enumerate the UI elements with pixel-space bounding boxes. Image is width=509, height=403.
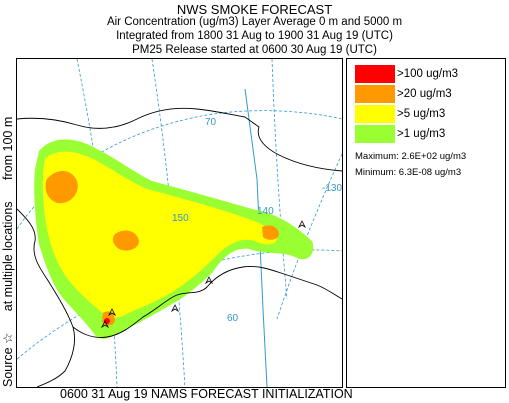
legend-label-gt20: >20 ug/m3 <box>397 88 452 100</box>
smoke-map-svg: 70 150 140 -130 60 <box>17 59 342 387</box>
plume-gt20-b <box>112 230 139 251</box>
lat-70-line <box>17 110 342 230</box>
legend-label-gt1: >1 ug/m3 <box>397 128 446 140</box>
plume-gt5 <box>42 151 278 318</box>
minimum-value: Minimum: 6.3E-08 ug/m3 <box>355 167 462 178</box>
source-star-2 <box>100 320 110 329</box>
legend-swatch-gt1 <box>355 125 395 143</box>
legend-item-gt5: >5 ug/m3 <box>355 105 445 123</box>
grid-label-lon130: -130 <box>322 183 342 194</box>
legend-label-gt100: >100 ug/m3 <box>397 68 459 80</box>
coastline <box>17 107 342 387</box>
legend-swatch-gt20 <box>355 85 395 103</box>
integration-period: Integrated from 1800 31 Aug to 1900 31 A… <box>116 30 393 42</box>
legend-swatch-gt100 <box>355 65 395 83</box>
lon-140-line <box>271 59 288 300</box>
legend-swatch-gt5 <box>355 105 395 123</box>
source-star-1 <box>107 308 117 317</box>
grid-label-lat60: 60 <box>227 313 239 324</box>
forecast-title: NWS SMOKE FORECAST <box>176 2 333 17</box>
grid-label-lon140: 140 <box>257 206 274 217</box>
smoke-map: 70 150 140 -130 60 <box>16 58 343 388</box>
source-star-3 <box>170 304 180 313</box>
legend-item-gt1: >1 ug/m3 <box>355 125 445 143</box>
source-label: Source ☆ at multiple locations from 100 … <box>0 59 16 387</box>
source-label-part3: from 100 m <box>1 116 15 180</box>
legend-panel: >100 ug/m3 >20 ug/m3 >5 ug/m3 >1 ug/m3 M… <box>346 58 506 388</box>
legend-item-gt100: >100 ug/m3 <box>355 65 458 83</box>
source-star-4 <box>204 276 214 285</box>
grid-label-lon150: 150 <box>172 213 189 224</box>
concentration-subtitle: Air Concentration (ug/m3) Layer Average … <box>106 16 403 28</box>
source-label-part1: Source ☆ <box>1 332 15 387</box>
maximum-value: Maximum: 2.6E+02 ug/m3 <box>355 151 467 162</box>
plume-gt20-c <box>262 225 279 240</box>
lon-130-line <box>276 153 342 320</box>
release-start: PM25 Release started at 0600 30 Aug 19 (… <box>132 44 377 56</box>
forecast-initialization: 0600 31 Aug 19 NAMS FORECAST INITIALIZAT… <box>60 387 353 401</box>
plume-gt20-a <box>45 170 78 204</box>
legend-label-gt5: >5 ug/m3 <box>397 108 446 120</box>
legend-item-gt20: >20 ug/m3 <box>355 85 452 103</box>
lon-150-line <box>151 59 186 387</box>
source-label-part2: at multiple locations <box>1 201 15 312</box>
source-star-5 <box>297 220 307 229</box>
grid-label-lat70: 70 <box>205 117 217 128</box>
fire-sources <box>100 220 307 329</box>
